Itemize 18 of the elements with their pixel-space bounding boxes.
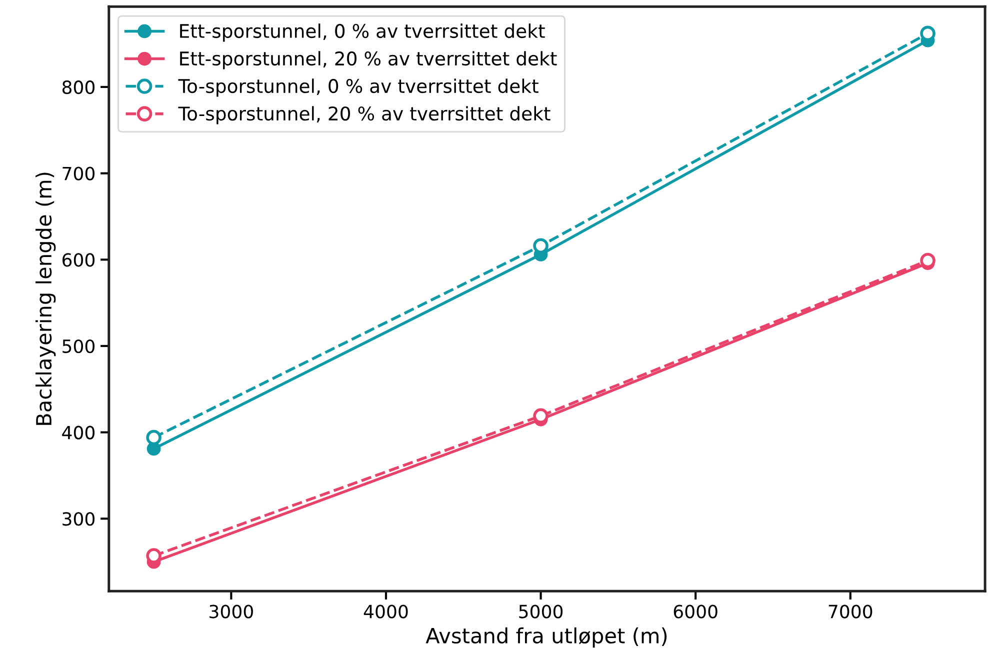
y-tick-label: 700 [62, 166, 95, 180]
y-tick-label: 800 [62, 80, 95, 94]
x-tick-label: 4000 [364, 604, 408, 618]
y-tick-label: 500 [62, 339, 95, 354]
x-tick-label: 7000 [828, 604, 872, 618]
y-tick-label: 600 [62, 253, 95, 267]
x-tick-label: 3000 [210, 604, 253, 618]
legend-label: To-sporstunnel, 0 % av tverrsittet dekt [178, 78, 538, 97]
legend-label: To-sporstunnel, 20 % av tverrsittet dekt [178, 106, 550, 124]
x-tick-label: 6000 [674, 604, 718, 618]
legend-label: Ett-sporstunnel, 0 % av tverrsittet dekt [180, 24, 545, 42]
y-axis-title: Backlayering lengde (m) [36, 172, 56, 425]
x-tick-label: 5000 [519, 604, 563, 618]
y-tick-label: 300 [62, 512, 95, 526]
legend-label: Ett-sporstunnel, 20 % av tverrsittet dekt [180, 51, 557, 70]
x-axis-title: Avstand fra utløpet (m) [426, 627, 667, 648]
point [146, 430, 162, 446]
y-tick-label: 400 [62, 426, 95, 440]
